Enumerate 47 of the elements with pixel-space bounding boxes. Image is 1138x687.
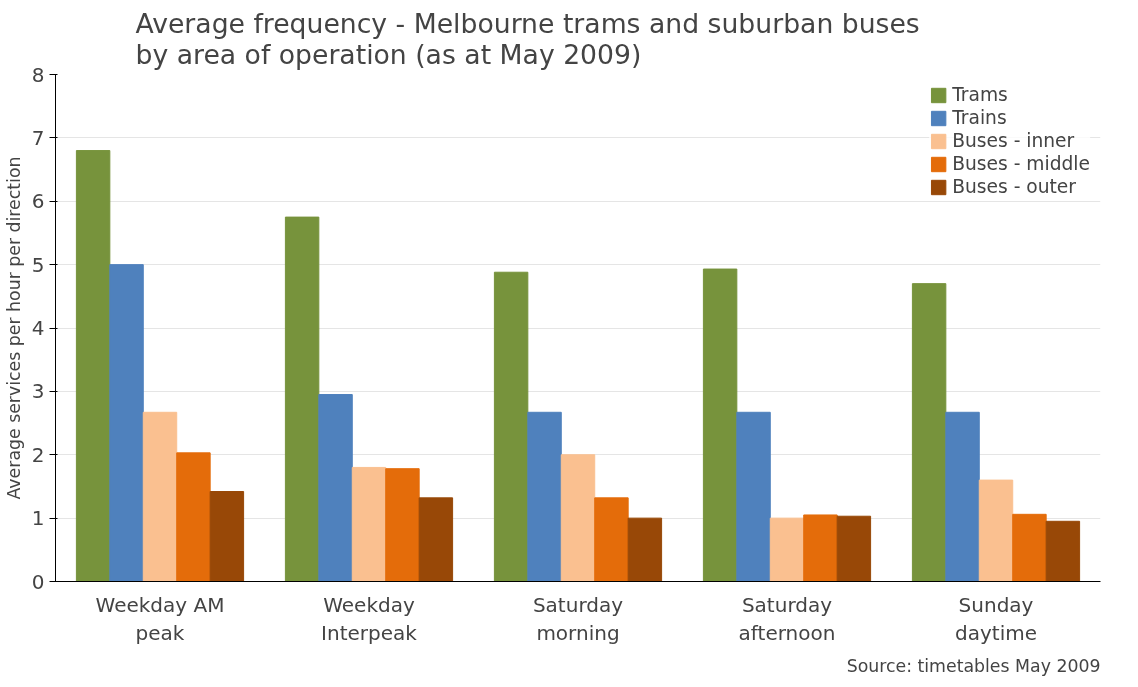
bar xyxy=(803,514,838,582)
bar xyxy=(769,517,805,582)
bar xyxy=(318,394,353,582)
bar xyxy=(702,268,738,582)
x-tick-label: Saturday afternoon xyxy=(738,592,836,646)
bar xyxy=(176,452,211,582)
legend-label: Buses - middle xyxy=(952,153,1090,174)
legend-label: Buses - inner xyxy=(952,130,1075,151)
bar xyxy=(418,497,454,582)
legend-label: Buses - outer xyxy=(952,176,1076,197)
y-axis-title: Average services per hour per direction xyxy=(3,156,24,500)
x-tick-label: Weekday AM peak xyxy=(95,592,225,646)
bar xyxy=(1045,520,1081,582)
bar xyxy=(209,491,245,582)
x-tick-label: Saturday morning xyxy=(532,592,624,646)
bar xyxy=(109,264,144,582)
legend-label: Trains xyxy=(952,107,1007,128)
bar xyxy=(560,454,596,582)
x-tick-label: Weekday Interpeak xyxy=(321,592,418,646)
y-tick-label: 1 xyxy=(31,506,45,531)
y-tick-label: 6 xyxy=(31,189,45,214)
bar xyxy=(911,283,947,582)
y-tick-label: 5 xyxy=(31,252,45,277)
y-tick-label: 8 xyxy=(31,62,45,87)
y-tick-label: 7 xyxy=(31,125,45,150)
bar xyxy=(75,150,111,582)
chart-title: Average frequency - Melbourne trams and suburban buses by area of operation (as at May 2009) xyxy=(135,7,920,70)
y-tick-label: 0 xyxy=(31,569,45,594)
bar xyxy=(836,515,872,582)
bar xyxy=(142,411,178,582)
bar xyxy=(493,271,529,582)
y-tick-label: 3 xyxy=(31,379,45,404)
bar xyxy=(736,411,771,582)
bar xyxy=(945,411,980,582)
bar xyxy=(351,466,387,582)
x-tick-label: Sunday daytime xyxy=(955,592,1037,646)
source-note: Source: timetables May 2009 xyxy=(846,655,1101,676)
bar xyxy=(1012,513,1047,582)
bar xyxy=(385,468,420,582)
bar xyxy=(627,517,663,582)
bar xyxy=(284,216,320,582)
bar xyxy=(594,497,629,582)
y-tick-label: 2 xyxy=(31,442,45,467)
bar xyxy=(527,411,562,582)
legend-label: Trams xyxy=(952,84,1008,105)
y-tick-label: 4 xyxy=(31,316,45,340)
bar xyxy=(978,479,1014,582)
